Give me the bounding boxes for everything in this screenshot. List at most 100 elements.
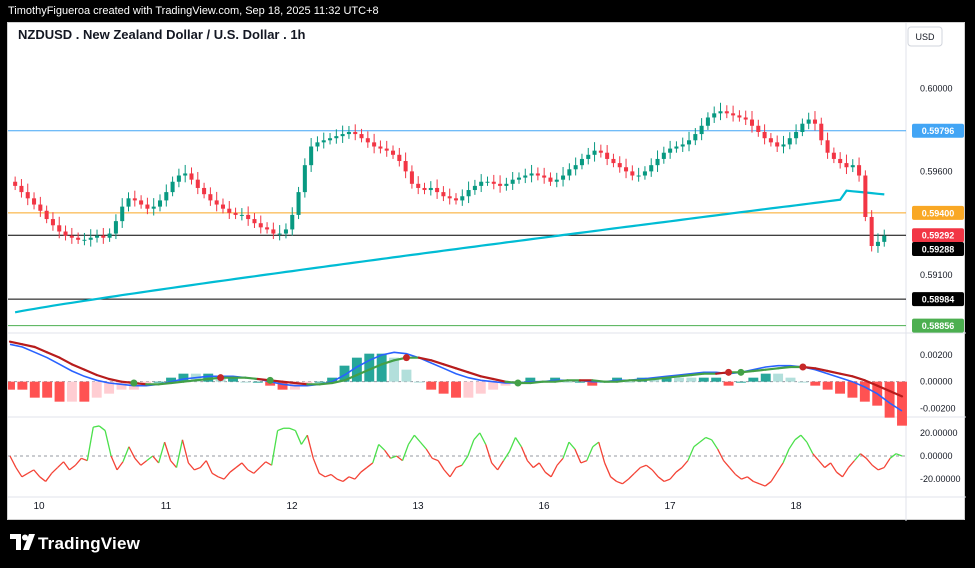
candle-body (57, 225, 62, 232)
signal-line-segment (70, 363, 86, 371)
signal-line-segment (777, 365, 792, 370)
oscillator-segment (788, 439, 796, 450)
candle-body (466, 190, 471, 197)
macd-histogram-bar (426, 381, 437, 390)
signal-line-segment (194, 377, 210, 382)
macd-cross-marker (725, 368, 733, 376)
oscillator-segment (431, 457, 439, 462)
oscillator-tick-label: 20.00000 (920, 428, 958, 438)
currency-label[interactable]: USD (915, 32, 935, 42)
signal-line-segment (157, 381, 173, 386)
candle-body (775, 142, 780, 147)
oscillator-segment (187, 462, 195, 471)
signal-line-segment (33, 345, 49, 354)
oscillator-segment (104, 430, 112, 457)
oscillator-segment (735, 473, 742, 480)
candle-body (365, 138, 370, 143)
candle-body (693, 134, 698, 141)
oscillator-segment (514, 437, 522, 448)
candle-body (447, 196, 452, 199)
price-axis[interactable]: 0.60000 0.59600 0.59100 0.00200 0.00000 -0.00… (920, 83, 961, 484)
oscillator-segment (33, 469, 41, 478)
oscillator-layer (8, 425, 906, 487)
candle-body (403, 161, 408, 172)
oscillator-segment (628, 472, 635, 480)
macd-histogram-bar (228, 377, 238, 382)
macd-histogram-bar (116, 381, 127, 390)
candle-body (95, 235, 100, 238)
candle-body (857, 165, 862, 176)
oscillator-segment (419, 441, 427, 450)
candle-body (642, 171, 647, 176)
oscillator-segment (229, 467, 237, 473)
signal-line-segment (169, 380, 185, 385)
oscillator-segment (140, 460, 148, 466)
signal-line-segment (665, 375, 681, 379)
macd-histogram-bar (339, 365, 350, 382)
candle-body (617, 163, 622, 168)
macd-histogram-bar (252, 381, 263, 383)
macd-histogram-bar (376, 353, 387, 382)
candle-body (202, 187, 207, 195)
signal-line-segment (554, 379, 569, 383)
candle-body (170, 181, 175, 193)
chart-frame[interactable]: 0.59796 0.59400 0.59292 0.58984 0.58856 0.592… (7, 22, 966, 521)
candle-body (220, 204, 225, 209)
tradingview-logo-icon (10, 534, 35, 550)
attribution-bar: TimothyFigueroa created with TradingView… (0, 0, 975, 22)
candle-body (296, 192, 301, 215)
oscillator-segment (384, 449, 392, 459)
signal-line-segment (46, 351, 61, 359)
candle-body (290, 214, 295, 230)
currency-button[interactable] (907, 26, 943, 47)
oscillator-segment (86, 426, 94, 461)
candle-body (630, 171, 635, 176)
signal-line-segment (826, 369, 842, 375)
oscillator-segment (741, 476, 748, 480)
signal-line-segment (355, 368, 371, 377)
oscillator-segment (277, 427, 284, 432)
oscillator-segment (717, 448, 725, 461)
oscillator-segment (253, 467, 261, 474)
oscillator-segment (806, 441, 814, 454)
candle-body (529, 173, 534, 176)
oscillator-segment (467, 439, 475, 457)
time-axis[interactable]: 10 11 12 13 16 17 18 (33, 501, 802, 512)
candle-body (850, 165, 855, 168)
signal-line-segment (876, 384, 891, 393)
oscillator-segment (562, 441, 570, 459)
macd-histogram-bar (822, 381, 833, 390)
candle-body (762, 131, 767, 139)
oscillator-segment (479, 432, 487, 445)
oscillator-segment (877, 466, 885, 471)
candle-body (611, 158, 616, 164)
level-badge-label: 0.58984 (922, 295, 955, 305)
chart-canvas[interactable]: 0.59796 0.59400 0.59292 0.58984 0.58856 0.592… (8, 23, 966, 521)
macd-histogram-bar (760, 373, 771, 382)
macd-histogram-bar (674, 377, 684, 382)
oscillator-segment (753, 480, 760, 485)
macd-cross-marker (737, 368, 745, 376)
oscillator-segment (693, 441, 701, 448)
candle-body (535, 173, 540, 176)
oscillator-segment (663, 478, 671, 483)
oscillator-segment (895, 453, 903, 457)
candle-body (195, 179, 200, 188)
signal-line-segment (331, 379, 346, 385)
candle-body (271, 229, 276, 234)
oscillator-segment (859, 453, 867, 459)
candle-body (397, 154, 402, 162)
candle-body (126, 198, 131, 207)
signal-line-segment (95, 373, 111, 381)
candle-body (176, 175, 181, 182)
signal-line-segment (653, 376, 668, 381)
candle-body (428, 187, 433, 191)
candle-body (422, 187, 427, 191)
macd-histogram-bar (153, 381, 164, 383)
oscillator-segment (199, 460, 207, 468)
horizontal-levels[interactable]: 0.59796 0.59400 0.59292 0.58984 0.58856 0.592… (8, 123, 964, 333)
signal-line-segment (764, 367, 780, 371)
candle-body (265, 227, 270, 230)
signal-line-segment (417, 356, 433, 362)
candle-body (882, 235, 887, 242)
